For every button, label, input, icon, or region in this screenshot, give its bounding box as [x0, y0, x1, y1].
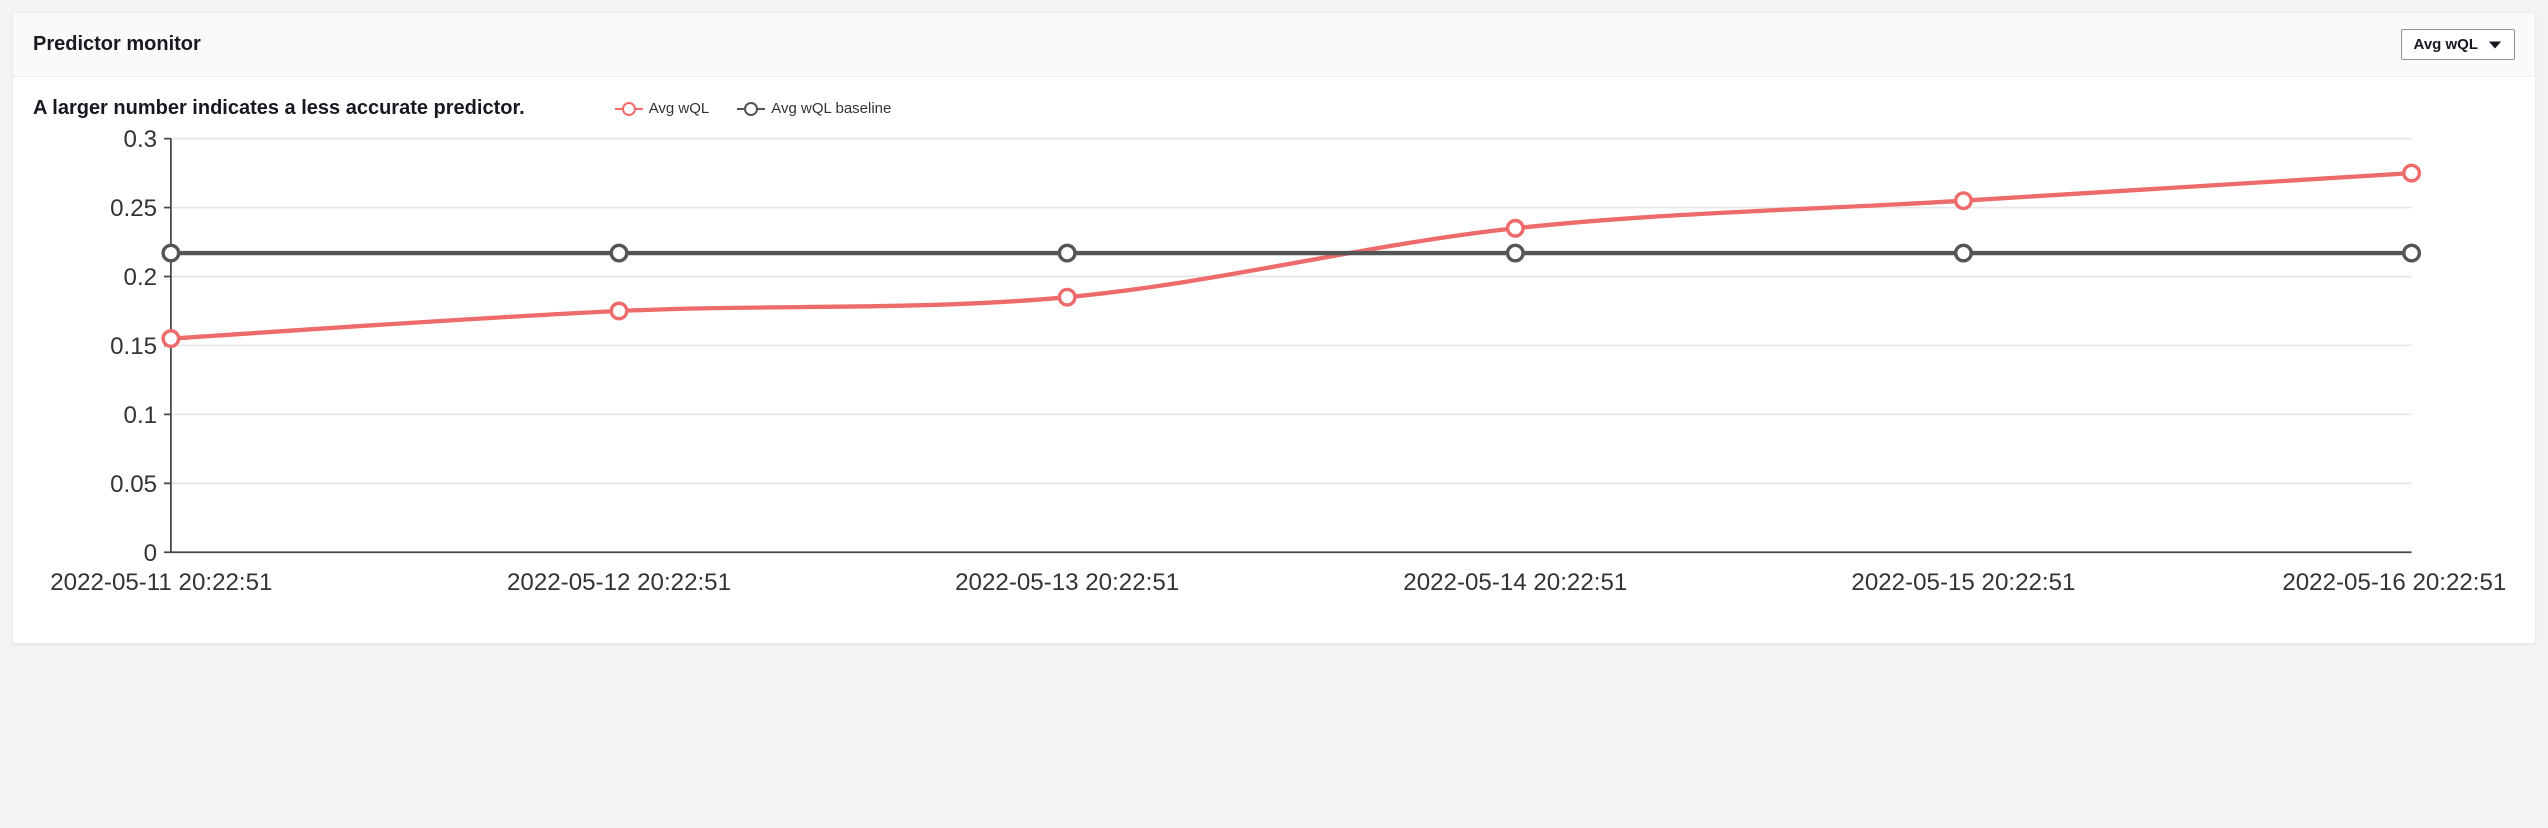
predictor-monitor-panel: Predictor monitor Avg wQL A larger numbe… — [12, 12, 2536, 644]
svg-text:2022-05-14 20:22:51: 2022-05-14 20:22:51 — [1403, 569, 1627, 596]
panel-body: A larger number indicates a less accurat… — [13, 77, 2535, 643]
svg-text:2022-05-11 20:22:51: 2022-05-11 20:22:51 — [50, 569, 272, 596]
chart-header-row: A larger number indicates a less accurat… — [33, 97, 2515, 120]
svg-text:2022-05-12 20:22:51: 2022-05-12 20:22:51 — [507, 569, 731, 596]
caret-down-icon — [2488, 38, 2502, 52]
svg-text:2022-05-13 20:22:51: 2022-05-13 20:22:51 — [955, 569, 1179, 596]
svg-text:0.2: 0.2 — [124, 264, 158, 291]
legend-swatch-icon — [615, 102, 643, 116]
panel-title: Predictor monitor — [33, 33, 201, 56]
svg-text:0.15: 0.15 — [110, 333, 157, 360]
legend-item: Avg wQL baseline — [737, 100, 891, 117]
legend-item: Avg wQL — [615, 100, 710, 117]
metric-select-label: Avg wQL — [2414, 36, 2478, 53]
legend-label: Avg wQL — [649, 100, 710, 117]
svg-text:2022-05-16 20:22:51: 2022-05-16 20:22:51 — [2282, 569, 2506, 596]
metric-select-dropdown[interactable]: Avg wQL — [2401, 29, 2515, 60]
chart-container: 0 0.05 0.1 0.15 0.2 0.25 0.3 2022-05-11 20:22:5… — [33, 130, 2515, 613]
chart-legend: Avg wQL Avg wQL baseline — [615, 100, 892, 117]
legend-label: Avg wQL baseline — [771, 100, 891, 117]
svg-text:2022-05-15 20:22:51: 2022-05-15 20:22:51 — [1851, 569, 2075, 596]
svg-text:0.3: 0.3 — [124, 130, 158, 153]
svg-text:0.05: 0.05 — [110, 471, 157, 498]
panel-header: Predictor monitor Avg wQL — [13, 13, 2535, 77]
svg-text:0: 0 — [144, 540, 157, 567]
line-chart: 0 0.05 0.1 0.15 0.2 0.25 0.3 2022-05-11 20:22:5… — [33, 130, 2515, 613]
chart-subtitle: A larger number indicates a less accurat… — [33, 97, 525, 120]
svg-text:0.1: 0.1 — [124, 402, 158, 429]
svg-text:0.25: 0.25 — [110, 195, 157, 222]
legend-swatch-icon — [737, 102, 765, 116]
